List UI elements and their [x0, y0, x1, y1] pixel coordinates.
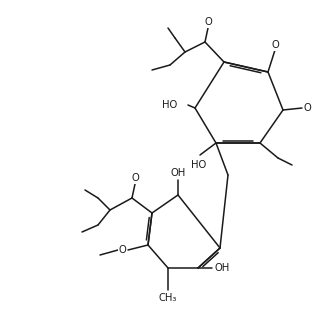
Text: O: O	[303, 103, 311, 113]
Text: OH: OH	[214, 263, 230, 273]
Text: O: O	[131, 173, 139, 183]
Text: HO: HO	[162, 100, 178, 110]
Text: HO: HO	[191, 160, 207, 170]
Text: OH: OH	[170, 168, 186, 178]
Text: CH₃: CH₃	[159, 293, 177, 303]
Text: O: O	[271, 40, 279, 50]
Text: O: O	[204, 17, 212, 27]
Text: O: O	[118, 245, 126, 255]
